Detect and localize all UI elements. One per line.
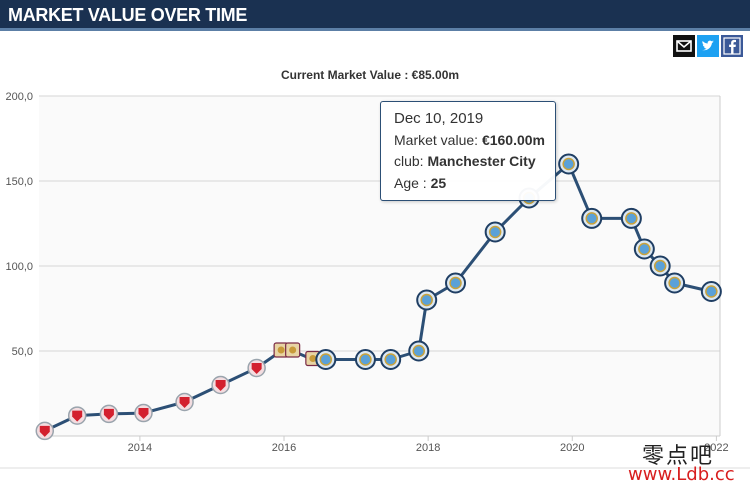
chart-svg: Current Market Value : €85.00m 50,0 100,0… [0,68,750,469]
data-point-marker [558,153,580,175]
club-badge-crest [668,276,681,290]
club-badge-crest [215,380,226,391]
y-tick-label: 200,0 [5,91,33,103]
y-tick-label: 50,0 [12,346,33,358]
data-point-marker [67,406,87,425]
twitter-icon [702,40,714,51]
tooltip-club-label: club: [394,153,428,169]
share-twitter-button[interactable] [697,35,719,57]
club-badge-crest [449,276,462,290]
club-badge-crest [412,344,426,358]
club-badge-crest [625,212,638,225]
x-tick-label: 2018 [416,442,440,454]
club-badge-detail [289,346,297,354]
tooltip-age-label: Age : [394,174,431,191]
tooltip-age-row: Age : 25 [394,173,555,195]
data-point-marker [99,404,119,424]
club-badge-crest [39,425,50,437]
watermark-text: 零点吧 [642,444,715,469]
club-badge-crest [138,408,149,420]
data-point-marker [175,392,194,412]
data-point-marker [700,281,722,302]
data-point-marker [416,289,438,311]
club-badge-crest [179,397,190,408]
tooltip-club: Manchester City [427,153,536,169]
watermark: 零点吧 www.Ldb.cc [628,436,748,488]
data-point-marker [354,349,376,370]
grid-lines [39,95,720,352]
data-point-marker [581,207,603,229]
section-header: MARKET VALUE OVER TIME [0,0,750,31]
data-point-marker [484,221,506,243]
tooltip-date: Dec 10, 2019 [394,110,484,127]
x-tick-label: 2020 [560,442,584,454]
tooltip-market-value-row: Market value: €160.00m [394,130,555,152]
club-badge-crest [488,225,502,239]
data-point-marker [315,349,337,370]
club-badge-crest [319,353,333,366]
data-point-marker [620,207,642,229]
market-value-chart: Current Market Value : €85.00m 50,0 100,0… [0,60,750,488]
data-point-marker [273,342,289,358]
x-tick-label: 2016 [272,442,296,454]
data-point-marker [247,358,266,378]
club-badge-crest [384,353,397,366]
section-title: MARKET VALUE OVER TIME [8,5,248,25]
club-badge-crest [420,293,433,307]
share-mail-button[interactable] [673,35,695,57]
data-point-marker [134,403,153,423]
share-facebook-button[interactable] [721,35,743,57]
data-point-marker [285,342,301,358]
chart-tooltip: Dec 10, 2019 Market value: €160.00m club… [380,101,556,201]
club-badge-crest [638,242,651,256]
y-tick-label: 150,0 [5,176,33,188]
data-point-marker [649,255,671,277]
axes: 50,0 100,0 150,0 200,0 2014 2016 2018 2020 2022 [0,91,750,469]
data-point-marker [445,272,467,294]
club-badge-crest [562,157,575,171]
club-badge-crest [72,410,83,422]
club-badge-detail [277,346,285,354]
y-tick-label: 100,0 [5,261,33,273]
data-point-marker [380,349,402,370]
club-badge-crest [705,285,718,298]
facebook-icon [723,37,741,55]
tooltip-market-value-label: Market value: [394,131,482,148]
data-point-marker [211,375,230,395]
club-badge-crest [585,212,598,225]
x-tick-label: 2014 [128,442,152,454]
club-badge-crest [251,363,262,374]
data-point-marker [35,421,55,441]
data-point-marker [633,238,655,260]
mail-icon [676,40,692,52]
data-point-marker [408,340,430,362]
watermark-url: www.Ldb.cc [628,464,735,485]
club-badge-detail [309,355,317,362]
chart-title: Current Market Value : €85.00m [281,68,459,82]
data-point-marker [664,272,686,294]
club-badge-crest [359,353,372,366]
club-badge-crest [103,408,114,420]
club-badge-crest [653,259,667,273]
x-tick-label: 2022 [704,442,728,454]
tooltip-club-row: club: Manchester City [394,151,555,173]
tooltip-age: 25 [430,174,447,191]
tooltip-market-value: €160.00m [481,131,545,148]
